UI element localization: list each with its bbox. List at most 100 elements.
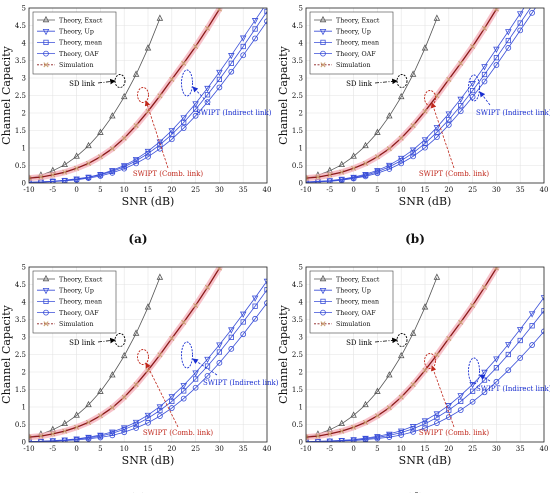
data-point [169,76,175,82]
comb-link-label: SWIPT (Comb. link) [419,170,489,178]
legend-marker [43,62,49,68]
data-point [481,71,488,78]
indirect-link-arrow [479,91,491,106]
data-point [409,424,417,431]
y-tick-label: 5 [22,264,26,272]
data-point [97,154,103,160]
legend-marker [320,321,326,327]
y-tick-label: 3.5 [15,57,26,65]
legend-label: Theory, Up [336,29,371,36]
y-tick-label: 5 [299,5,303,13]
data-point [240,52,247,59]
y-axis-label: Channel Capacity [0,304,13,403]
data-point [445,403,453,410]
data-point [397,92,405,100]
legend-marker [320,309,326,316]
x-tick-label: 0 [351,186,355,194]
y-tick-label: 2.5 [15,92,26,100]
data-point [168,394,176,401]
data-point [109,146,115,152]
y-tick-label: 3.5 [15,316,26,324]
chart-panel-1: -10 -5 0 5 10 15 20 25 30 35 40 0 0.5 1 1.5 2 2.5 3 3.5 4 4.… [0,5,272,247]
legend-entry: Theory, OAF [37,50,99,58]
legend-marker [43,39,49,46]
legend-marker [319,287,327,295]
data-point [133,425,139,431]
data-point [339,169,345,175]
data-point [263,278,267,286]
data-point [351,165,357,171]
data-point [446,335,452,341]
x-tick-label: -5 [49,445,56,453]
data-point [434,414,440,421]
data-point [422,140,428,147]
data-point [493,46,500,54]
y-tick-label: 1 [22,145,26,153]
data-point [327,431,333,437]
x-tick-label: 20 [444,445,453,453]
data-point [386,371,393,378]
data-point [458,60,464,66]
data-point [73,152,80,159]
y-tick-label: 2.5 [292,92,303,100]
data-point [446,407,452,413]
data-point [386,434,393,440]
data-point [398,432,405,438]
data-point [397,155,405,163]
data-layer [306,267,544,442]
data-point [133,123,139,129]
sd-link-label: SD link [346,339,373,347]
legend-marker [43,298,49,305]
data-point [120,351,128,359]
data-point [97,413,103,419]
data-point [121,165,128,172]
data-point [204,99,211,106]
chart-panel-2: -10 -5 0 5 10 15 20 25 30 35 40 0 0.5 1 1.5 2 2.5 3 3.5 4 4.… [277,5,550,247]
data-point [132,70,140,77]
x-axis-label: SNR (dB) [122,454,175,467]
data-point [350,411,357,418]
legend-entry: Theory, mean [37,299,102,306]
legend-label: Theory, Exact [59,276,103,283]
legend-marker [320,298,326,305]
data-point [264,287,267,293]
data-point [38,174,44,180]
data-point [516,327,524,334]
data-point [410,426,416,432]
y-tick-label: 4 [299,299,304,307]
legend-marker [43,321,49,327]
y-tick-label: 0 [299,180,303,188]
data-point [62,428,68,434]
data-point [29,175,32,181]
data-point [541,328,544,335]
legend-marker [320,39,326,46]
data-point [517,27,524,34]
data-point [326,178,333,183]
data-point [156,404,164,411]
data-point [192,376,199,382]
annotations: SD link SWIPT (Comb. link) SWIPT (Indirect… [69,69,272,178]
legend-label: Theory, OAF [336,310,376,317]
data-point [85,400,92,408]
data-layer [29,8,267,183]
data-point [434,352,440,358]
sd-link-ellipse [114,74,126,88]
x-axis-label: SNR (dB) [399,195,452,208]
data-point [144,148,152,156]
data-point [362,173,369,180]
data-point [434,420,440,426]
data-point [85,435,92,442]
y-tick-label: 2.5 [292,351,303,359]
comb-link-ellipse [137,349,149,365]
legend-entry: Theory, Exact [37,274,103,283]
data-point [517,355,524,361]
data-point [517,20,523,26]
data-point [216,349,223,355]
legend-entry: Theory, Up [37,29,94,36]
tick-labels: -10 -5 0 5 10 15 20 25 30 35 40 0 0.5 1 1.5 2 2.5 3 3.5 4 4.… [15,264,272,454]
data-point [481,389,488,396]
data-point [470,302,476,309]
y-tick-label: 0 [22,439,26,447]
data-point [181,319,187,325]
data-point [458,319,464,325]
